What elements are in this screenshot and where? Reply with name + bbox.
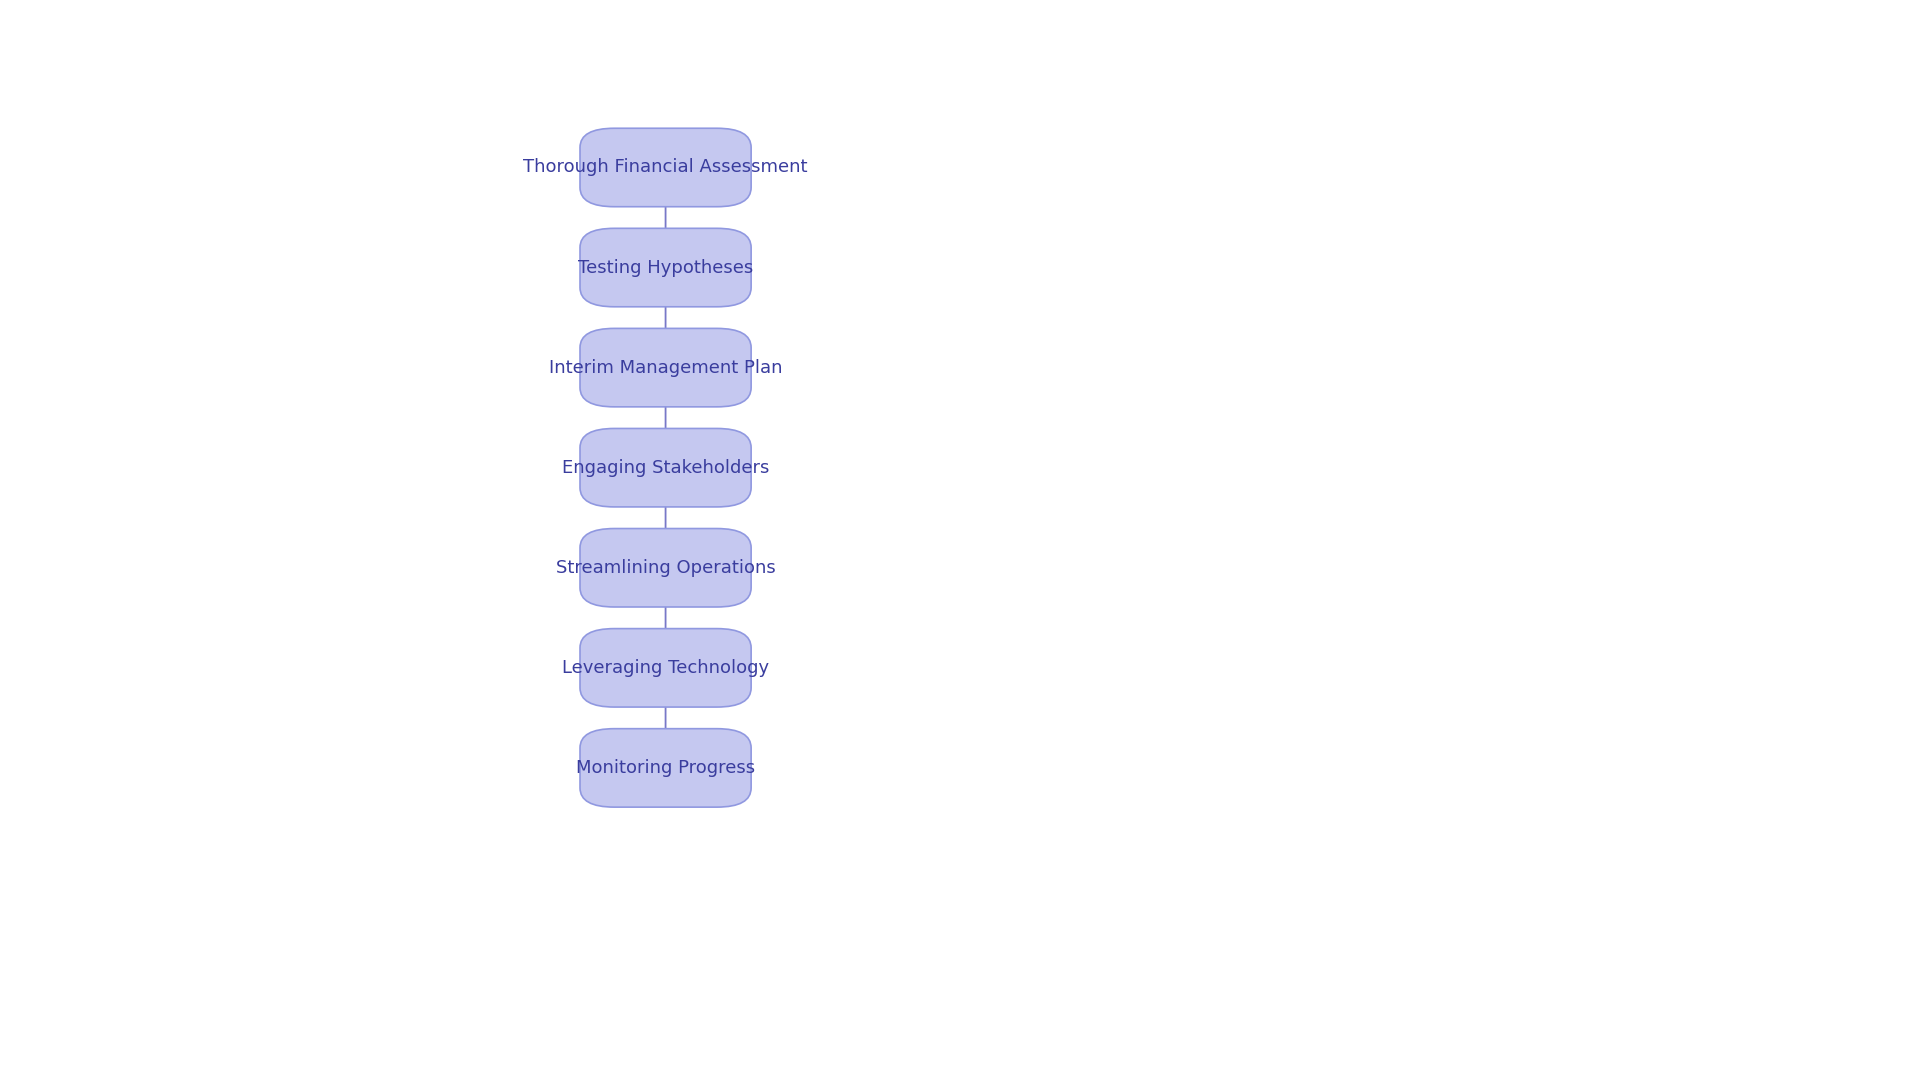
FancyBboxPatch shape: [580, 328, 751, 407]
Text: Leveraging Technology: Leveraging Technology: [563, 658, 770, 677]
Text: Testing Hypotheses: Testing Hypotheses: [578, 259, 753, 276]
Text: Streamlining Operations: Streamlining Operations: [555, 559, 776, 577]
FancyBboxPatch shape: [580, 628, 751, 707]
Text: Monitoring Progress: Monitoring Progress: [576, 759, 755, 777]
FancyBboxPatch shape: [580, 529, 751, 606]
FancyBboxPatch shape: [580, 229, 751, 306]
FancyBboxPatch shape: [580, 429, 751, 507]
Text: Thorough Financial Assessment: Thorough Financial Assessment: [524, 158, 808, 177]
FancyBboxPatch shape: [580, 128, 751, 207]
FancyBboxPatch shape: [580, 729, 751, 807]
Text: Engaging Stakeholders: Engaging Stakeholders: [563, 459, 770, 477]
Text: Interim Management Plan: Interim Management Plan: [549, 358, 781, 377]
